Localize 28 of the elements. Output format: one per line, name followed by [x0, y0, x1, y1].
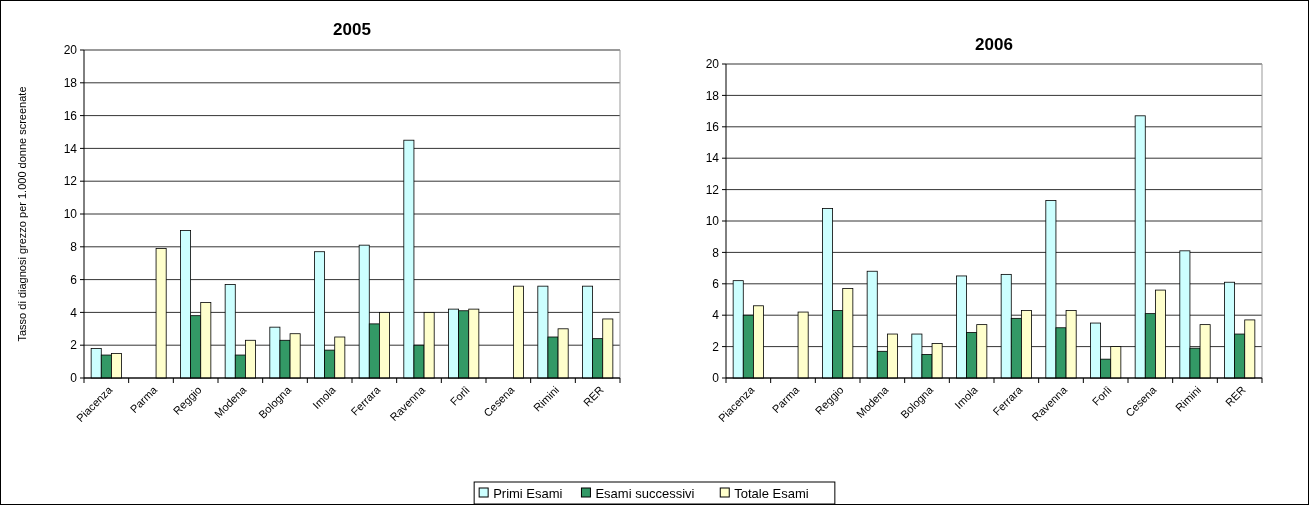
y-axis-title: Tasso di diagnosi grezzo per 1.000 donne screenate [16, 86, 28, 342]
y-tick-label: 16 [63, 108, 78, 123]
y-tick-label: 2 [712, 339, 720, 354]
y-tick-label: 6 [70, 272, 78, 287]
y-tick-label: 8 [712, 245, 720, 260]
y-tick-label: 14 [63, 141, 78, 156]
chart-title: 2005 [333, 20, 371, 39]
y-tick-label: 18 [63, 76, 78, 90]
y-tick-label: 0 [712, 371, 720, 386]
legend-label: Esami successivi [595, 485, 695, 501]
y-tick-label: 0 [70, 371, 78, 386]
legend-label: Primi Esami [493, 485, 563, 501]
chart-title: 2006 [975, 35, 1013, 54]
y-tick-label: 4 [712, 308, 720, 323]
y-tick-label: 10 [63, 207, 78, 222]
y-tick-label: 2 [70, 338, 78, 353]
y-tick-label: 20 [63, 43, 78, 58]
y-tick-label: 12 [705, 182, 720, 197]
y-tick-label: 20 [705, 57, 720, 72]
y-tick-label: 10 [705, 214, 720, 229]
y-tick-label: 4 [70, 305, 78, 320]
y-tick-label: 14 [705, 151, 720, 166]
y-tick-label: 18 [705, 88, 720, 103]
legend-label: Totale Esami [734, 485, 809, 501]
y-tick-label: 12 [63, 174, 78, 189]
y-tick-label: 16 [705, 120, 720, 134]
y-tick-label: 6 [712, 277, 720, 291]
y-tick-label: 8 [70, 240, 78, 254]
